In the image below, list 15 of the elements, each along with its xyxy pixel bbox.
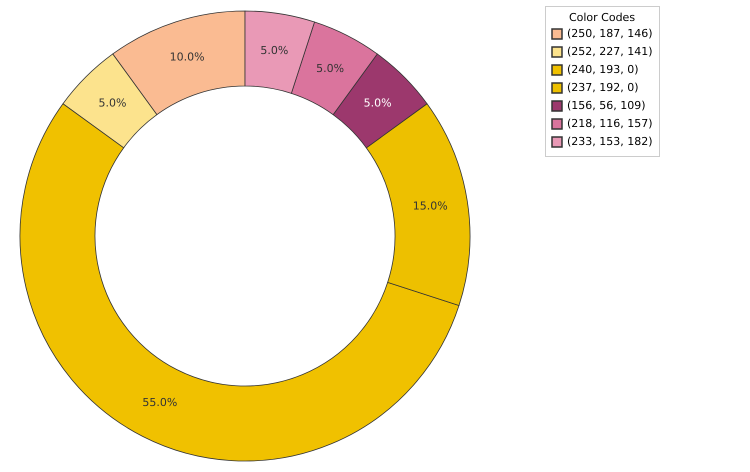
legend-title: Color Codes xyxy=(568,11,636,24)
data-label: 5.0% xyxy=(260,44,288,57)
legend-label: (252, 227, 141) xyxy=(567,45,653,58)
legend-label: (237, 192, 0) xyxy=(567,81,639,94)
data-label: 10.0% xyxy=(170,50,205,64)
data-label: 5.0% xyxy=(316,62,344,75)
data-label: 5.0% xyxy=(364,96,392,110)
data-label: 5.0% xyxy=(98,96,126,110)
legend-label: (218, 116, 157) xyxy=(567,117,653,130)
legend-label: (250, 187, 146) xyxy=(567,27,653,40)
data-label: 55.0% xyxy=(142,396,178,410)
legend-label: (240, 193, 0) xyxy=(567,63,639,76)
data-label: 15.0% xyxy=(412,200,448,213)
legend-label: (233, 153, 182) xyxy=(567,135,653,148)
legend-label: (156, 56, 109) xyxy=(567,99,646,112)
